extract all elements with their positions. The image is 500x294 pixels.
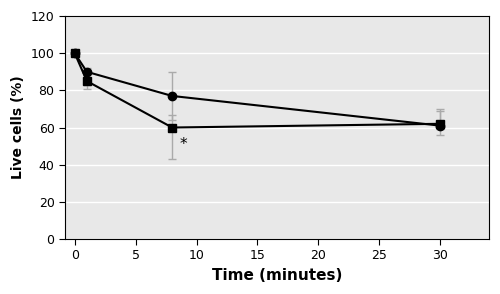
Text: *: * <box>180 137 187 152</box>
X-axis label: Time (minutes): Time (minutes) <box>212 268 342 283</box>
Y-axis label: Live cells (%): Live cells (%) <box>11 76 25 179</box>
